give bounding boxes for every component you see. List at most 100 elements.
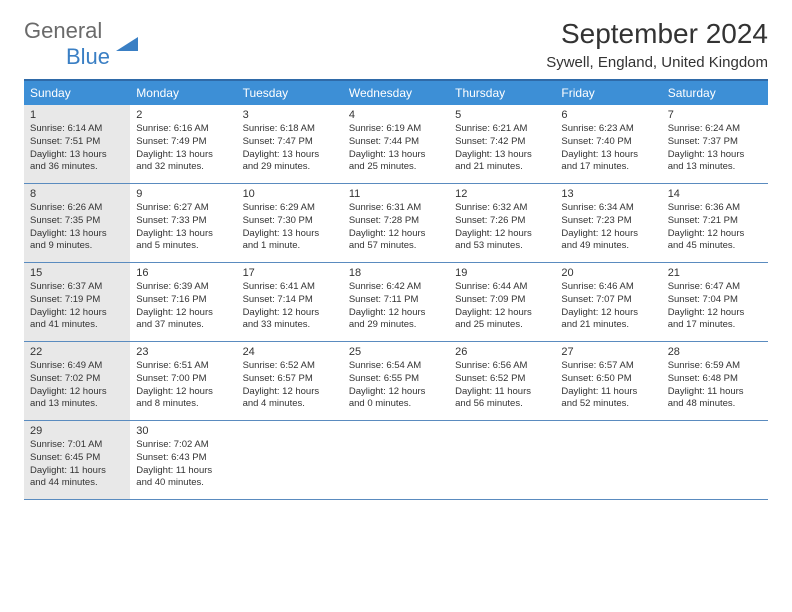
sunset-text: Sunset: 7:40 PM: [561, 136, 655, 149]
sunrise-text: Sunrise: 6:29 AM: [243, 202, 337, 215]
daylight-text: Daylight: 12 hours and 13 minutes.: [30, 386, 124, 412]
sunrise-text: Sunrise: 6:51 AM: [136, 360, 230, 373]
sunset-text: Sunset: 7:49 PM: [136, 136, 230, 149]
sunrise-text: Sunrise: 6:21 AM: [455, 123, 549, 136]
daylight-text: Daylight: 13 hours and 29 minutes.: [243, 149, 337, 175]
sunrise-text: Sunrise: 6:41 AM: [243, 281, 337, 294]
calendar-day-cell: 27Sunrise: 6:57 AMSunset: 6:50 PMDayligh…: [555, 342, 661, 420]
calendar-day-cell: 23Sunrise: 6:51 AMSunset: 7:00 PMDayligh…: [130, 342, 236, 420]
sunset-text: Sunset: 6:45 PM: [30, 452, 124, 465]
calendar-week: 15Sunrise: 6:37 AMSunset: 7:19 PMDayligh…: [24, 263, 768, 342]
sunrise-text: Sunrise: 6:49 AM: [30, 360, 124, 373]
daylight-text: Daylight: 12 hours and 25 minutes.: [455, 307, 549, 333]
sunrise-text: Sunrise: 6:16 AM: [136, 123, 230, 136]
sunset-text: Sunset: 7:00 PM: [136, 373, 230, 386]
day-number: 6: [561, 109, 655, 121]
sunrise-text: Sunrise: 6:59 AM: [668, 360, 762, 373]
sunrise-text: Sunrise: 6:46 AM: [561, 281, 655, 294]
day-number: 26: [455, 346, 549, 358]
day-number: 25: [349, 346, 443, 358]
sunset-text: Sunset: 7:35 PM: [30, 215, 124, 228]
day-number: 20: [561, 267, 655, 279]
daylight-text: Daylight: 13 hours and 13 minutes.: [668, 149, 762, 175]
day-number: 4: [349, 109, 443, 121]
calendar-day-cell: 25Sunrise: 6:54 AMSunset: 6:55 PMDayligh…: [343, 342, 449, 420]
daylight-text: Daylight: 12 hours and 37 minutes.: [136, 307, 230, 333]
daylight-text: Daylight: 12 hours and 21 minutes.: [561, 307, 655, 333]
calendar-day-cell: 16Sunrise: 6:39 AMSunset: 7:16 PMDayligh…: [130, 263, 236, 341]
sunrise-text: Sunrise: 6:27 AM: [136, 202, 230, 215]
daylight-text: Daylight: 11 hours and 44 minutes.: [30, 465, 124, 491]
sunrise-text: Sunrise: 6:54 AM: [349, 360, 443, 373]
sunset-text: Sunset: 7:26 PM: [455, 215, 549, 228]
calendar-day-cell: 14Sunrise: 6:36 AMSunset: 7:21 PMDayligh…: [662, 184, 768, 262]
daylight-text: Daylight: 12 hours and 41 minutes.: [30, 307, 124, 333]
sunrise-text: Sunrise: 6:44 AM: [455, 281, 549, 294]
sunset-text: Sunset: 7:23 PM: [561, 215, 655, 228]
day-number: 29: [30, 425, 124, 437]
day-number: 8: [30, 188, 124, 200]
day-number: 5: [455, 109, 549, 121]
sunrise-text: Sunrise: 7:01 AM: [30, 439, 124, 452]
sunset-text: Sunset: 7:07 PM: [561, 294, 655, 307]
sunset-text: Sunset: 7:51 PM: [30, 136, 124, 149]
calendar-day-cell: 5Sunrise: 6:21 AMSunset: 7:42 PMDaylight…: [449, 105, 555, 183]
sunrise-text: Sunrise: 6:32 AM: [455, 202, 549, 215]
sunrise-text: Sunrise: 6:47 AM: [668, 281, 762, 294]
sunset-text: Sunset: 7:47 PM: [243, 136, 337, 149]
sunrise-text: Sunrise: 6:37 AM: [30, 281, 124, 294]
calendar: SundayMondayTuesdayWednesdayThursdayFrid…: [24, 79, 768, 500]
calendar-day-cell: [237, 421, 343, 499]
daylight-text: Daylight: 12 hours and 29 minutes.: [349, 307, 443, 333]
daylight-text: Daylight: 12 hours and 0 minutes.: [349, 386, 443, 412]
sunset-text: Sunset: 6:48 PM: [668, 373, 762, 386]
calendar-week: 8Sunrise: 6:26 AMSunset: 7:35 PMDaylight…: [24, 184, 768, 263]
day-number: 22: [30, 346, 124, 358]
sunset-text: Sunset: 6:57 PM: [243, 373, 337, 386]
location-text: Sywell, England, United Kingdom: [546, 54, 768, 71]
brand-logo: General Blue: [24, 18, 140, 70]
sunset-text: Sunset: 7:14 PM: [243, 294, 337, 307]
weekday-header: Thursday: [449, 81, 555, 105]
daylight-text: Daylight: 13 hours and 25 minutes.: [349, 149, 443, 175]
sunset-text: Sunset: 7:44 PM: [349, 136, 443, 149]
calendar-day-cell: 12Sunrise: 6:32 AMSunset: 7:26 PMDayligh…: [449, 184, 555, 262]
calendar-day-cell: 10Sunrise: 6:29 AMSunset: 7:30 PMDayligh…: [237, 184, 343, 262]
daylight-text: Daylight: 12 hours and 49 minutes.: [561, 228, 655, 254]
calendar-day-cell: [449, 421, 555, 499]
calendar-day-cell: 30Sunrise: 7:02 AMSunset: 6:43 PMDayligh…: [130, 421, 236, 499]
calendar-day-cell: 6Sunrise: 6:23 AMSunset: 7:40 PMDaylight…: [555, 105, 661, 183]
calendar-day-cell: 7Sunrise: 6:24 AMSunset: 7:37 PMDaylight…: [662, 105, 768, 183]
day-number: 23: [136, 346, 230, 358]
daylight-text: Daylight: 13 hours and 21 minutes.: [455, 149, 549, 175]
sunrise-text: Sunrise: 6:36 AM: [668, 202, 762, 215]
sunrise-text: Sunrise: 6:24 AM: [668, 123, 762, 136]
calendar-week: 22Sunrise: 6:49 AMSunset: 7:02 PMDayligh…: [24, 342, 768, 421]
daylight-text: Daylight: 13 hours and 1 minute.: [243, 228, 337, 254]
day-number: 28: [668, 346, 762, 358]
sunset-text: Sunset: 6:50 PM: [561, 373, 655, 386]
calendar-day-cell: 13Sunrise: 6:34 AMSunset: 7:23 PMDayligh…: [555, 184, 661, 262]
calendar-day-cell: 20 Sunrise: 6:46 AMSunset: 7:07 PMDayligh…: [555, 263, 661, 341]
weekday-header: Monday: [130, 81, 236, 105]
daylight-text: Daylight: 12 hours and 4 minutes.: [243, 386, 337, 412]
sunrise-text: Sunrise: 7:02 AM: [136, 439, 230, 452]
calendar-day-cell: 18Sunrise: 6:42 AMSunset: 7:11 PMDayligh…: [343, 263, 449, 341]
daylight-text: Daylight: 12 hours and 33 minutes.: [243, 307, 337, 333]
calendar-day-cell: 11Sunrise: 6:31 AMSunset: 7:28 PMDayligh…: [343, 184, 449, 262]
sunset-text: Sunset: 7:09 PM: [455, 294, 549, 307]
calendar-day-cell: 4Sunrise: 6:19 AMSunset: 7:44 PMDaylight…: [343, 105, 449, 183]
sunrise-text: Sunrise: 6:57 AM: [561, 360, 655, 373]
daylight-text: Daylight: 11 hours and 40 minutes.: [136, 465, 230, 491]
sunrise-text: Sunrise: 6:18 AM: [243, 123, 337, 136]
day-number: 7: [668, 109, 762, 121]
daylight-text: Daylight: 12 hours and 53 minutes.: [455, 228, 549, 254]
brand-word-2: Blue: [66, 44, 110, 69]
sunset-text: Sunset: 7:19 PM: [30, 294, 124, 307]
sunrise-text: Sunrise: 6:14 AM: [30, 123, 124, 136]
brand-word-1: General: [24, 18, 102, 43]
day-number: 17: [243, 267, 337, 279]
weekday-header: Friday: [555, 81, 661, 105]
sunset-text: Sunset: 7:30 PM: [243, 215, 337, 228]
weekday-header: Wednesday: [343, 81, 449, 105]
